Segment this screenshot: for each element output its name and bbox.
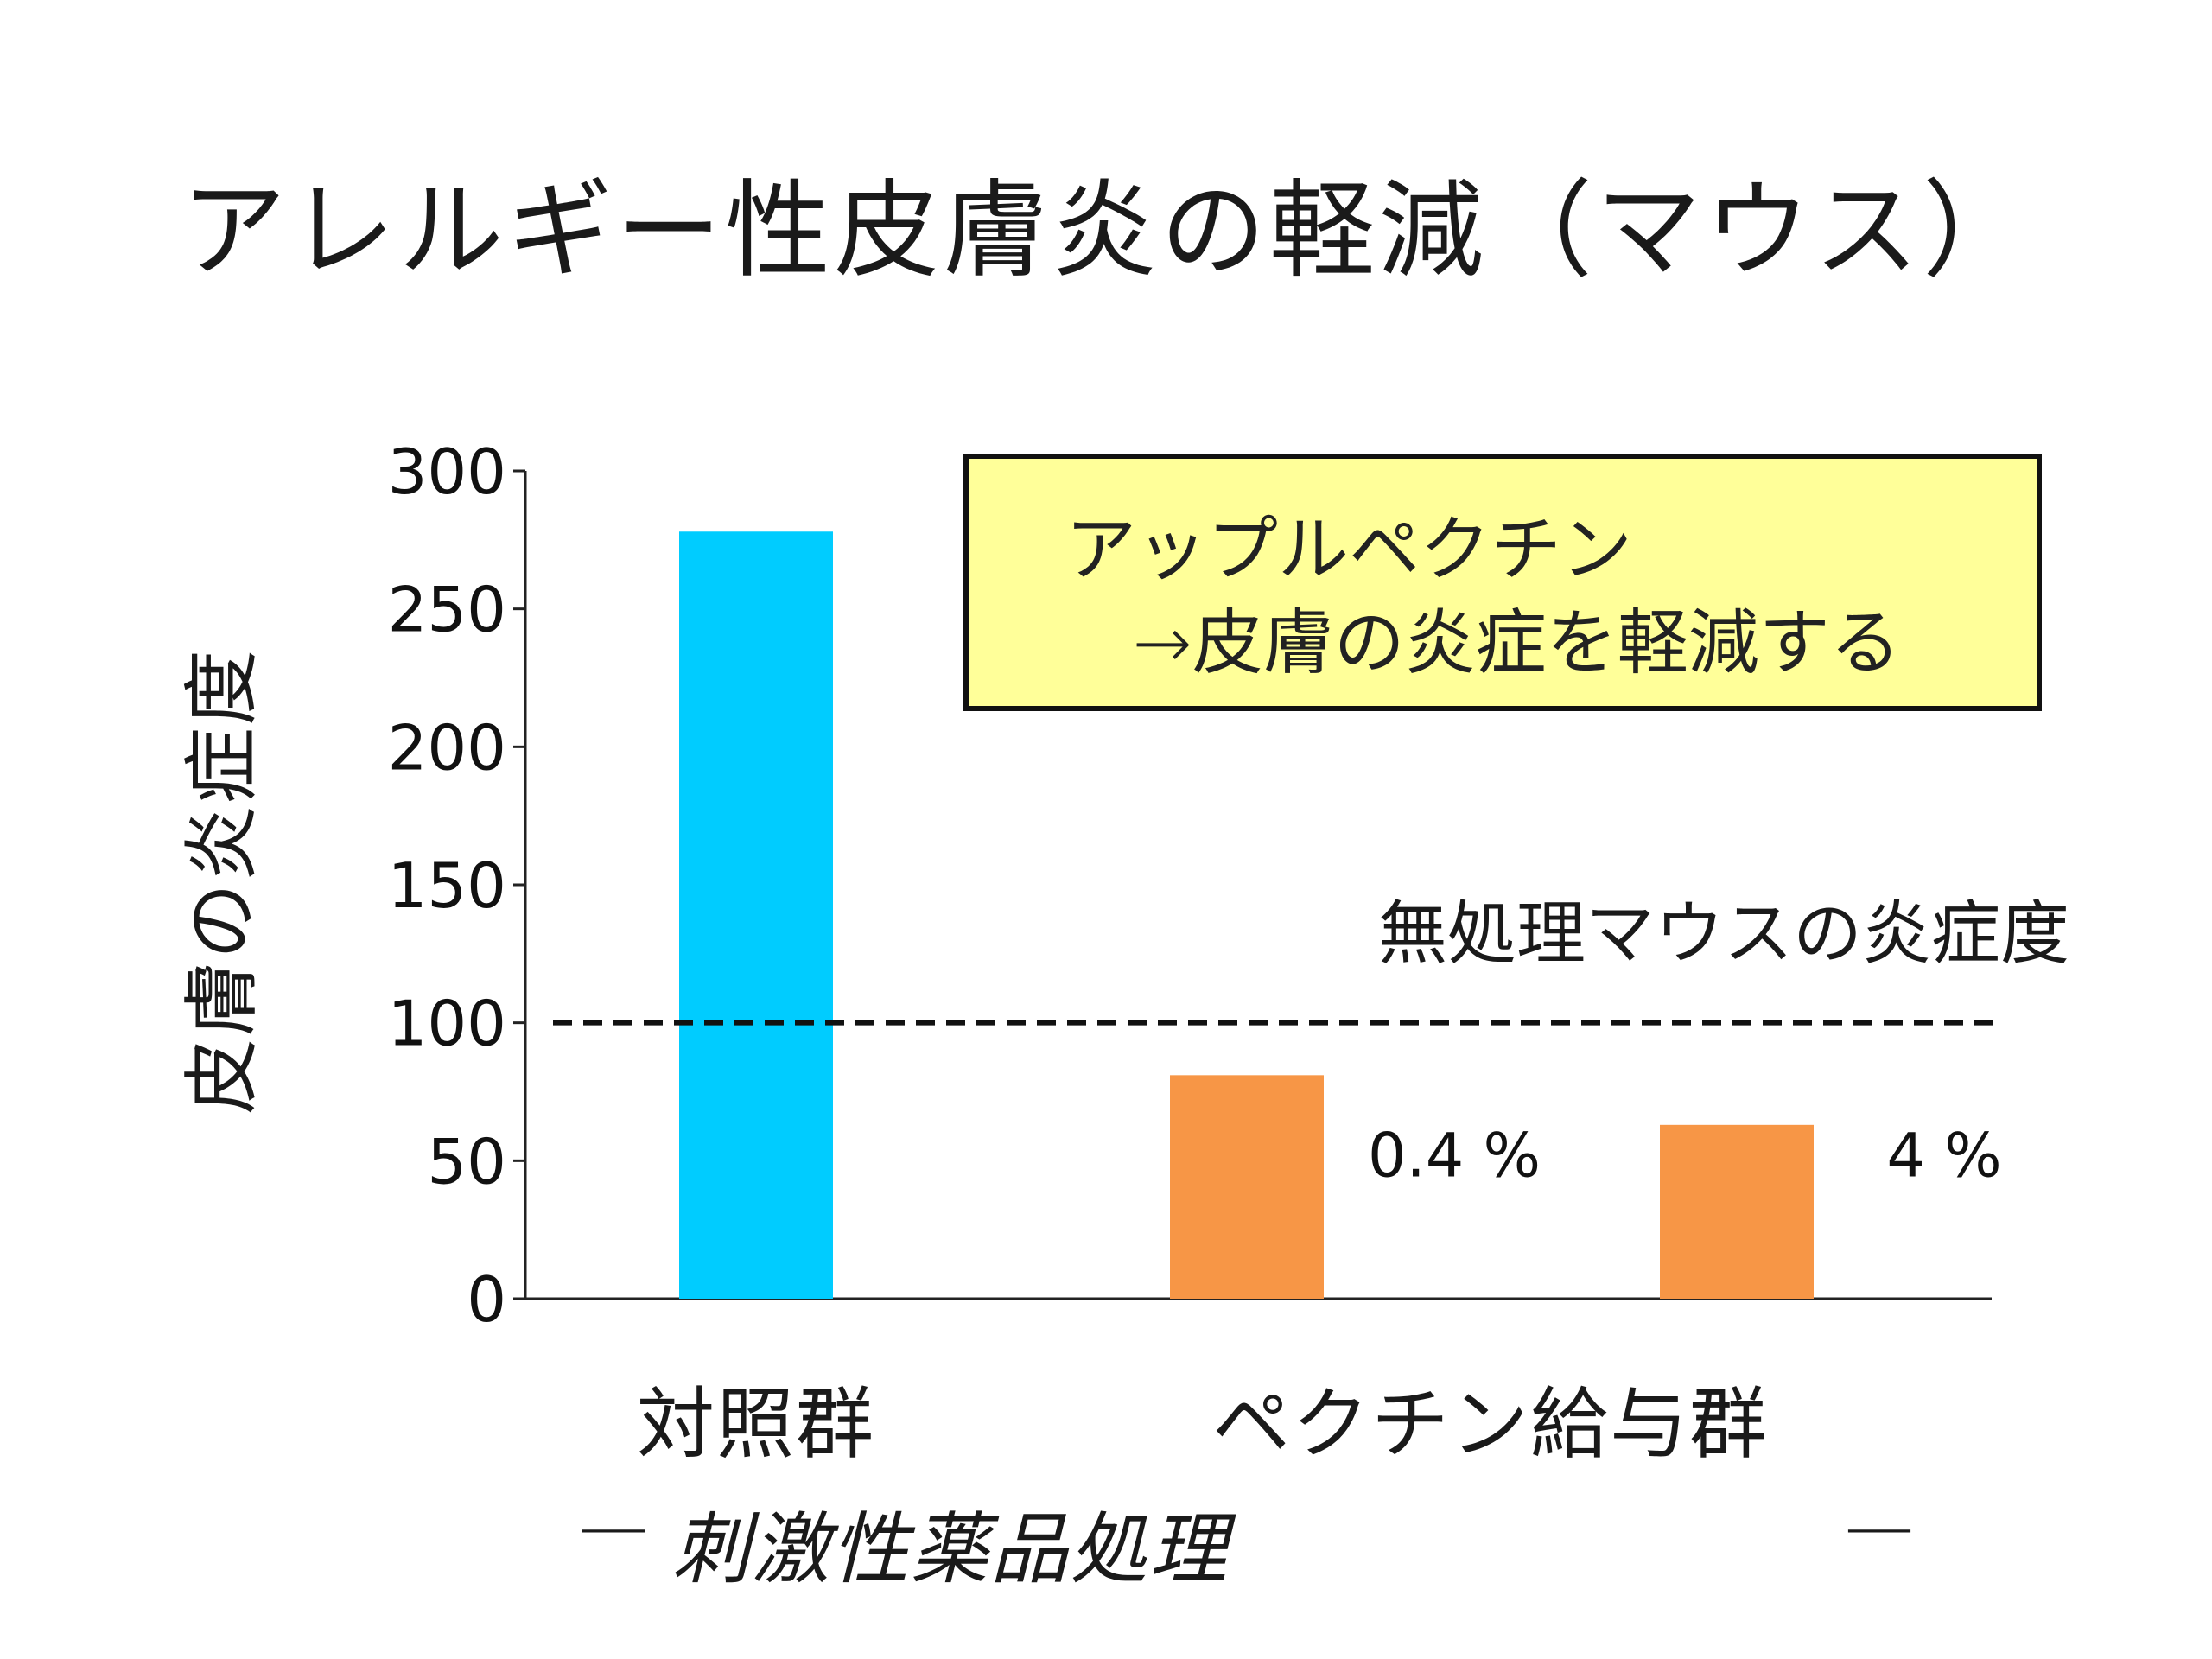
treatment-row: — 刺激性薬品処理 — — [0, 1486, 2212, 1595]
y-tick-label-1: 50 — [427, 1125, 506, 1198]
reference-line-label: 無処理マウスの炎症度 — [1378, 893, 2069, 974]
y-tick-label-6: 300 — [388, 435, 506, 508]
bar-label-1: 0.4 % — [1368, 1120, 1541, 1191]
bar-label-2: 4 % — [1886, 1120, 2001, 1191]
y-tick-label-3: 150 — [388, 849, 506, 922]
bar-2 — [1660, 1124, 1814, 1299]
y-tick-label-5: 250 — [388, 574, 506, 646]
chart-title: アレルギー性皮膚炎の軽減（マウス） — [181, 169, 2031, 292]
bar-1 — [1170, 1075, 1324, 1299]
treatment-mark-pectin: — — [1845, 1486, 1914, 1567]
y-tick-label-4: 200 — [388, 711, 506, 784]
annotation-box: アップルペクチン →皮膚の炎症を軽減する — [963, 454, 2042, 711]
y-tick-label-2: 100 — [388, 988, 506, 1060]
category-label-control: 対照群 — [637, 1379, 875, 1470]
treatment-mark-control: — — [579, 1486, 648, 1567]
treatment-label: 刺激性薬品処理 — [672, 1504, 1229, 1595]
bar-0 — [679, 531, 833, 1299]
y-tick-label-0: 0 — [467, 1263, 506, 1336]
annotation-line-1: アップルペクチン — [1065, 509, 1633, 591]
category-label-pectin: ペクチン給与群 — [1212, 1379, 1769, 1470]
annotation-line-2: →皮膚の炎症を軽減する — [1133, 602, 1901, 684]
